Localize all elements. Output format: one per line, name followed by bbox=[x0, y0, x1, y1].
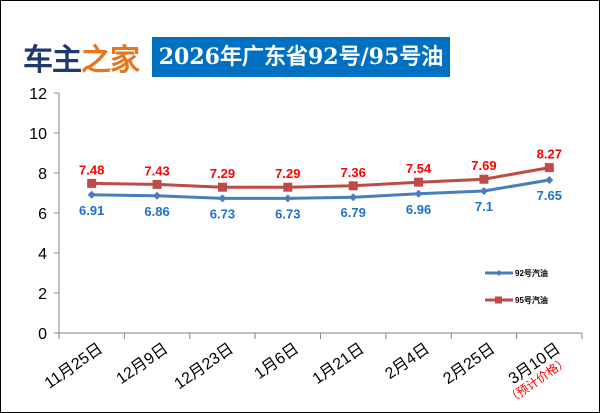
data-label: 7.1 bbox=[475, 199, 493, 214]
data-point bbox=[217, 182, 227, 192]
y-tick-label: 2 bbox=[38, 286, 47, 303]
data-label: 7.69 bbox=[471, 158, 496, 173]
data-label: 6.73 bbox=[210, 206, 235, 221]
data-point bbox=[479, 187, 488, 195]
data-label: 8.27 bbox=[537, 147, 562, 162]
logo: 车主之家 bbox=[23, 35, 140, 79]
x-tick-label: 1月6日 bbox=[252, 340, 303, 382]
data-point bbox=[414, 189, 423, 198]
data-point bbox=[545, 176, 554, 184]
data-label: 7.48 bbox=[79, 162, 104, 177]
data-label: 6.86 bbox=[144, 204, 169, 219]
x-tick-label: 1月21日 bbox=[310, 340, 368, 388]
data-point bbox=[153, 191, 162, 200]
data-point bbox=[218, 194, 227, 203]
legend-label: 92号汽油 bbox=[515, 268, 548, 278]
data-point bbox=[283, 182, 293, 192]
y-tick-label: 10 bbox=[29, 126, 47, 143]
data-point bbox=[414, 177, 424, 187]
data-point bbox=[349, 193, 358, 202]
data-label: 7.43 bbox=[144, 163, 169, 178]
data-point bbox=[348, 181, 358, 191]
data-point bbox=[152, 179, 162, 189]
data-label: 6.96 bbox=[406, 202, 431, 217]
x-tick-label: 11月25日 bbox=[42, 340, 106, 392]
data-label: 7.65 bbox=[537, 188, 562, 203]
data-point bbox=[87, 178, 97, 188]
data-label: 7.29 bbox=[210, 166, 235, 181]
y-tick-label: 0 bbox=[38, 326, 47, 343]
data-point bbox=[479, 174, 489, 184]
logo-text-2: 之家 bbox=[81, 43, 140, 78]
y-tick-label: 12 bbox=[29, 86, 47, 103]
x-tick-label: 12月9日 bbox=[114, 340, 172, 388]
data-label: 6.91 bbox=[79, 203, 104, 218]
data-label: 7.36 bbox=[341, 165, 366, 180]
data-point bbox=[544, 163, 554, 173]
legend-marker bbox=[495, 296, 502, 304]
data-label: 7.29 bbox=[275, 166, 300, 181]
chart-title: 2026年广东省92号/95号油 bbox=[152, 37, 450, 77]
x-tick-label: 12月23日 bbox=[172, 340, 237, 393]
legend-label: 95号汽油 bbox=[515, 295, 548, 305]
data-label: 6.73 bbox=[275, 206, 300, 221]
data-label: 6.79 bbox=[341, 205, 366, 220]
y-tick-label: 8 bbox=[38, 166, 47, 183]
series-line-92 bbox=[91, 178, 550, 200]
data-point bbox=[283, 194, 292, 203]
legend-marker bbox=[496, 270, 502, 276]
series-line-95 bbox=[91, 166, 550, 189]
x-tick-label: 2月25日 bbox=[440, 340, 498, 388]
data-label: 7.54 bbox=[406, 161, 432, 176]
logo-text-1: 车主 bbox=[23, 43, 82, 78]
y-tick-label: 6 bbox=[38, 206, 47, 223]
y-tick-label: 4 bbox=[38, 246, 47, 263]
x-tick-label: 2月4日 bbox=[382, 340, 433, 382]
data-point bbox=[87, 190, 96, 199]
